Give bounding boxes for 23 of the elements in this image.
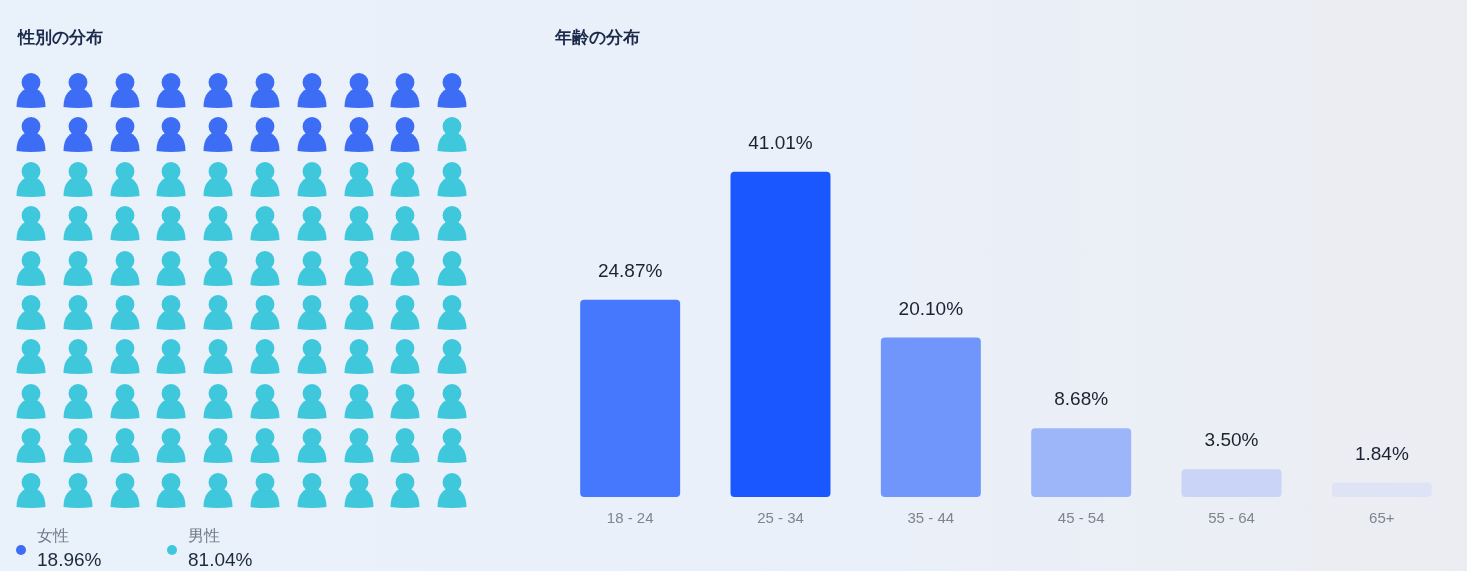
bar <box>1181 469 1282 497</box>
x-tick-label: 55 - 64 <box>1208 509 1255 527</box>
x-tick-label: 45 - 54 <box>1057 509 1105 527</box>
x-tick-label: 35 - 44 <box>907 509 955 527</box>
data-label: 24.87% <box>597 259 663 281</box>
category-label: 女性 <box>37 527 69 545</box>
data-label: 20.10% <box>898 297 964 319</box>
bar <box>730 171 831 497</box>
bar <box>1031 428 1132 497</box>
category-label: 男性 <box>188 527 220 545</box>
text: 性別の分布 <box>17 27 103 47</box>
data-label: 81.04% <box>188 549 253 571</box>
bar <box>580 299 681 497</box>
chart-title: 年齢の分布 <box>554 27 640 47</box>
data-label: 18.96% <box>37 549 102 571</box>
x-tick-label: 65+ <box>1369 509 1395 527</box>
bar <box>880 337 981 497</box>
data-label: 8.68% <box>1054 388 1109 410</box>
data-label: 1.84% <box>1354 442 1409 464</box>
data-label: 3.50% <box>1204 429 1259 451</box>
x-tick-label: 18 - 24 <box>606 509 654 527</box>
data-label: 41.01% <box>748 131 813 153</box>
x-tick-label: 25 - 34 <box>757 509 804 527</box>
